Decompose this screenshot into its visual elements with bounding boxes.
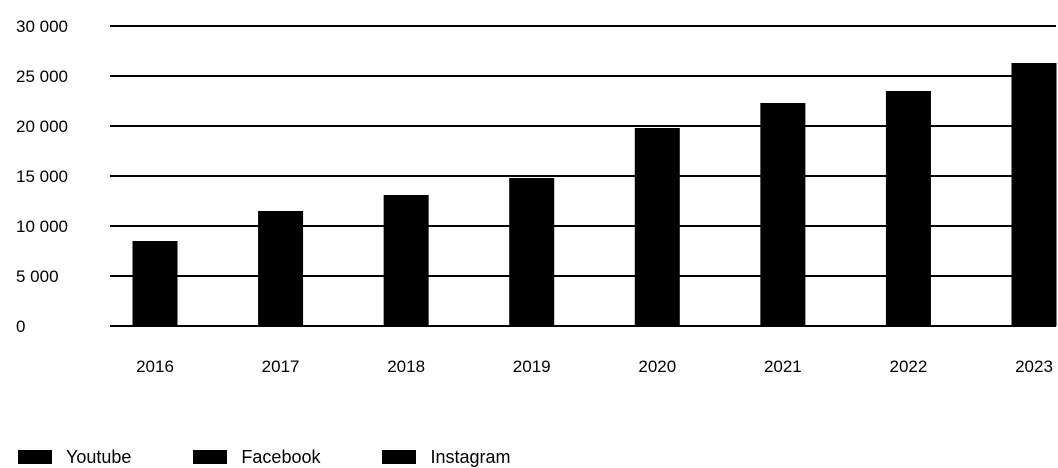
legend-label: Instagram — [430, 446, 511, 467]
x-tick-label: 2021 — [764, 357, 802, 376]
x-tick-label: 2016 — [136, 357, 174, 376]
bar-2022 — [885, 91, 931, 326]
legend-item-youtube: Youtube — [18, 447, 131, 468]
legend-label: Facebook — [241, 446, 321, 467]
legend-item-instagram: Instagram — [382, 446, 511, 468]
legend-swatch — [382, 450, 417, 464]
x-tick-label: 2018 — [387, 357, 425, 376]
legend-item-facebook: Facebook — [193, 447, 320, 468]
y-tick-label: 10 000 — [16, 217, 68, 236]
bar-2017 — [258, 211, 304, 326]
x-tick-label: 2023 — [1015, 357, 1053, 376]
legend: Youtube Facebook Instagram — [18, 447, 573, 467]
bar-2020 — [634, 128, 680, 326]
y-tick-label: 25 000 — [16, 67, 68, 86]
bar-2019 — [509, 178, 555, 326]
x-axis-tick-labels: 2016 2017 2018 2019 2020 2021 2022 2023 — [136, 357, 1053, 376]
x-tick-label: 2022 — [890, 357, 928, 376]
y-axis-tick-labels: 30 000 25 000 20 000 15 000 10 000 5 000 0 — [16, 17, 68, 336]
y-tick-label: 5 000 — [16, 267, 59, 286]
y-tick-label: 20 000 — [16, 117, 68, 136]
legend-swatch — [18, 450, 52, 464]
legend-swatch — [193, 450, 228, 464]
y-tick-label: 30 000 — [16, 17, 68, 36]
x-tick-label: 2020 — [638, 357, 676, 376]
bar-2016 — [132, 241, 178, 326]
y-tick-label: 15 000 — [16, 167, 68, 186]
legend-label: Youtube — [66, 446, 132, 467]
y-tick-label: 0 — [16, 317, 25, 336]
bar-2021 — [760, 103, 806, 326]
bar-2023 — [1011, 63, 1057, 326]
x-tick-label: 2019 — [513, 357, 551, 376]
bars — [132, 63, 1057, 326]
x-tick-label: 2017 — [262, 357, 300, 376]
bar-2018 — [383, 195, 429, 326]
